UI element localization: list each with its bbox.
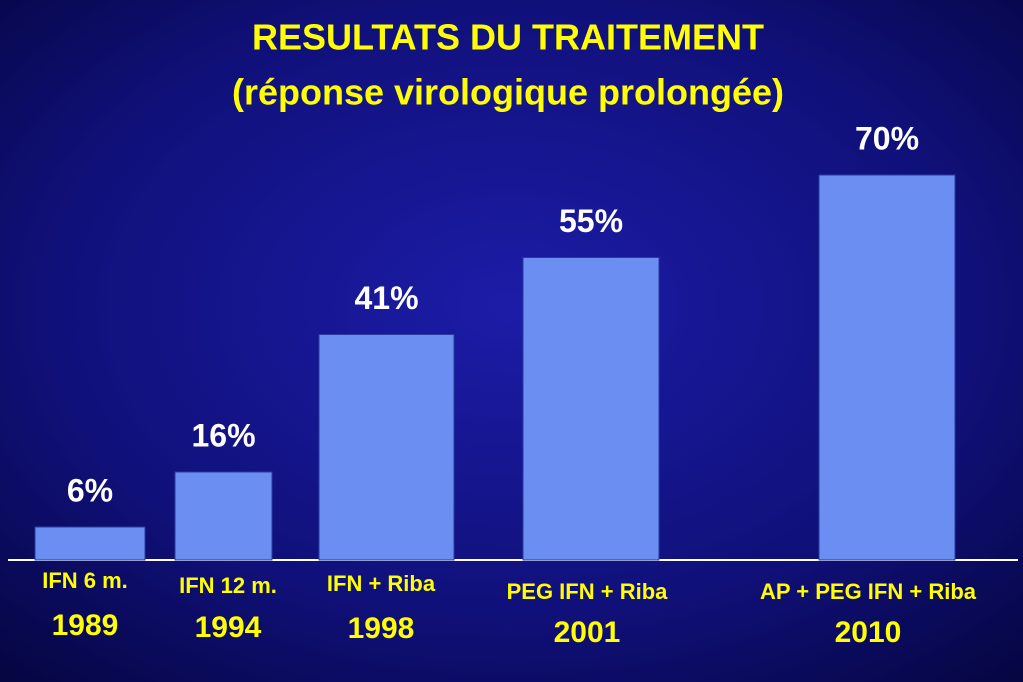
value-label: 70% (855, 120, 919, 156)
category-label: IFN + Riba (327, 571, 436, 596)
bar (174, 471, 273, 561)
category-label: IFN 6 m. (42, 568, 128, 593)
chart-title: RESULTATS DU TRAITEMENT (252, 17, 764, 58)
category-label: IFN 12 m. (179, 573, 277, 598)
chart-subtitle: (réponse virologique prolongée) (232, 72, 784, 113)
year-label: 1989 (52, 609, 119, 642)
bar (818, 174, 956, 561)
value-label: 16% (191, 417, 255, 453)
bar (318, 334, 455, 561)
value-label: 55% (559, 203, 623, 239)
category-label: AP + PEG IFN + Riba (760, 579, 977, 604)
year-label: 1994 (195, 611, 262, 644)
year-label: 2010 (835, 616, 902, 649)
value-label: 6% (67, 472, 113, 508)
bar (522, 257, 660, 561)
value-label: 41% (354, 280, 418, 316)
year-label: 1998 (348, 612, 415, 645)
bar (34, 526, 146, 561)
year-label: 2001 (554, 616, 621, 649)
category-label: PEG IFN + Riba (507, 579, 669, 604)
